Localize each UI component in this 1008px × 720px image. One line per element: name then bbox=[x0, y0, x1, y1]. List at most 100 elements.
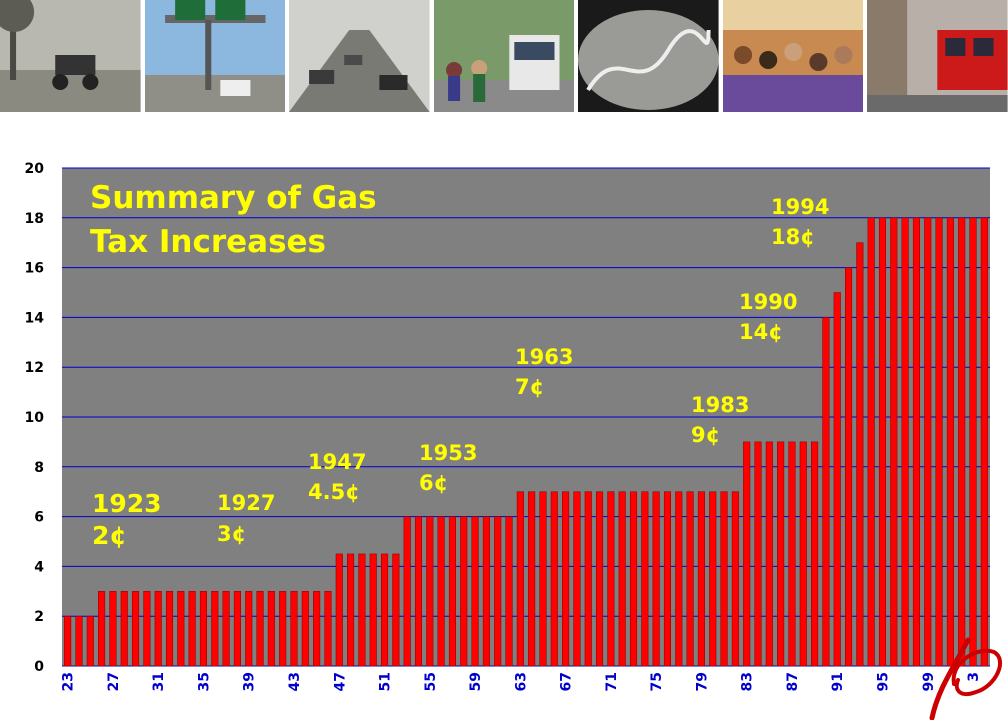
bar bbox=[120, 591, 128, 667]
x-tick-label: 55 bbox=[423, 672, 439, 691]
winding-road-photo bbox=[578, 0, 719, 112]
x-tick-label: 95 bbox=[875, 672, 891, 691]
y-tick-label: 4 bbox=[34, 559, 44, 575]
bar bbox=[313, 591, 321, 667]
rate-annotation: 1994 18¢ bbox=[771, 195, 829, 249]
y-tick-label: 0 bbox=[34, 659, 44, 675]
early-car-photo bbox=[0, 0, 141, 112]
bar bbox=[562, 491, 570, 667]
bar bbox=[856, 242, 864, 667]
y-tick-label: 16 bbox=[25, 261, 44, 277]
logo-icon bbox=[929, 637, 1002, 720]
bar bbox=[743, 441, 751, 667]
y-tick-label: 8 bbox=[34, 460, 44, 476]
bus-stop-photo bbox=[433, 0, 575, 112]
rate-annotation: 1927 3¢ bbox=[217, 491, 275, 546]
y-axis-tick-labels: 0 2 4 6 8 10 12 14 16 18 20 bbox=[25, 161, 45, 675]
bar bbox=[539, 491, 547, 667]
bar bbox=[550, 491, 558, 667]
bar bbox=[437, 516, 445, 667]
bar bbox=[969, 217, 977, 667]
bar bbox=[935, 217, 943, 667]
annotation-rate: 9¢ bbox=[691, 423, 720, 447]
bar bbox=[403, 516, 411, 667]
rate-annotation: 1983 9¢ bbox=[691, 393, 749, 447]
y-tick-label: 2 bbox=[34, 609, 44, 625]
crowd-platform-photo bbox=[722, 0, 864, 112]
annotation-year: 1927 bbox=[217, 491, 275, 515]
gas-tax-bar-chart: 0 2 4 6 8 10 12 14 16 18 20 23 27 31 35 39 43 47 51 55 59 63… bbox=[25, 161, 990, 691]
annotation-year: 1994 bbox=[771, 195, 829, 219]
bar bbox=[890, 217, 898, 667]
y-tick-label: 10 bbox=[25, 410, 45, 426]
freeway-sign-photo bbox=[144, 0, 286, 112]
bar bbox=[607, 491, 615, 667]
bar bbox=[709, 491, 717, 667]
bar bbox=[867, 217, 875, 667]
bar bbox=[663, 491, 671, 667]
bar bbox=[335, 553, 343, 667]
bar bbox=[460, 516, 468, 667]
x-tick-label: 35 bbox=[196, 672, 212, 691]
annotation-year: 1963 bbox=[515, 345, 573, 369]
bar bbox=[199, 591, 207, 667]
rate-annotation: 1990 14¢ bbox=[739, 290, 797, 344]
bar bbox=[392, 553, 400, 667]
x-tick-label: 27 bbox=[106, 672, 122, 691]
bar bbox=[414, 516, 423, 667]
chart-title: Summary of Gas Tax Increases bbox=[90, 180, 377, 260]
bar bbox=[256, 591, 264, 667]
bar bbox=[924, 217, 932, 667]
bar bbox=[946, 217, 954, 667]
bar bbox=[686, 491, 694, 667]
x-tick-label: 75 bbox=[649, 672, 665, 691]
annotation-rate: 2¢ bbox=[92, 521, 127, 550]
annotation-year: 1923 bbox=[92, 489, 162, 518]
bar bbox=[584, 491, 592, 667]
bar bbox=[505, 516, 513, 667]
x-tick-label: 23 bbox=[61, 672, 77, 691]
x-tick-label: 71 bbox=[604, 672, 620, 691]
bar bbox=[822, 317, 830, 667]
bar bbox=[448, 516, 456, 667]
bar bbox=[754, 441, 762, 667]
bar bbox=[301, 591, 309, 667]
bar bbox=[381, 553, 389, 667]
bar bbox=[697, 491, 705, 667]
bar bbox=[675, 491, 683, 667]
bar bbox=[516, 491, 524, 667]
rate-annotations: 19232¢19273¢19474.5¢19536¢19637¢19839¢19… bbox=[92, 195, 829, 550]
bar bbox=[788, 441, 796, 667]
bar bbox=[211, 591, 219, 667]
bar bbox=[324, 591, 332, 667]
rate-annotation: 1953 6¢ bbox=[419, 441, 477, 495]
bar bbox=[109, 591, 117, 667]
x-tick-label: 39 bbox=[242, 672, 258, 691]
bar bbox=[618, 491, 626, 667]
bar bbox=[98, 591, 106, 667]
x-tick-label: 79 bbox=[694, 672, 710, 691]
bar bbox=[811, 441, 819, 667]
x-tick-label: 63 bbox=[513, 672, 529, 691]
y-tick-label: 20 bbox=[25, 161, 45, 177]
x-tick-label: 51 bbox=[378, 672, 394, 691]
bar bbox=[845, 267, 853, 667]
bar bbox=[75, 615, 83, 667]
annotation-rate: 6¢ bbox=[419, 471, 448, 495]
bar bbox=[720, 491, 728, 667]
bar bbox=[143, 591, 151, 667]
annotation-rate: 7¢ bbox=[515, 375, 544, 399]
bar bbox=[573, 491, 581, 667]
bar bbox=[233, 591, 241, 667]
bar bbox=[267, 591, 275, 667]
bar bbox=[369, 553, 377, 667]
bar bbox=[347, 553, 355, 667]
bar bbox=[878, 217, 887, 667]
annotation-rate: 18¢ bbox=[771, 225, 815, 249]
x-tick-label: 43 bbox=[287, 672, 303, 691]
rate-annotation: 1963 7¢ bbox=[515, 345, 573, 399]
bar bbox=[64, 615, 72, 667]
bar bbox=[245, 591, 253, 667]
annotation-year: 1953 bbox=[419, 441, 477, 465]
bar bbox=[426, 516, 434, 667]
